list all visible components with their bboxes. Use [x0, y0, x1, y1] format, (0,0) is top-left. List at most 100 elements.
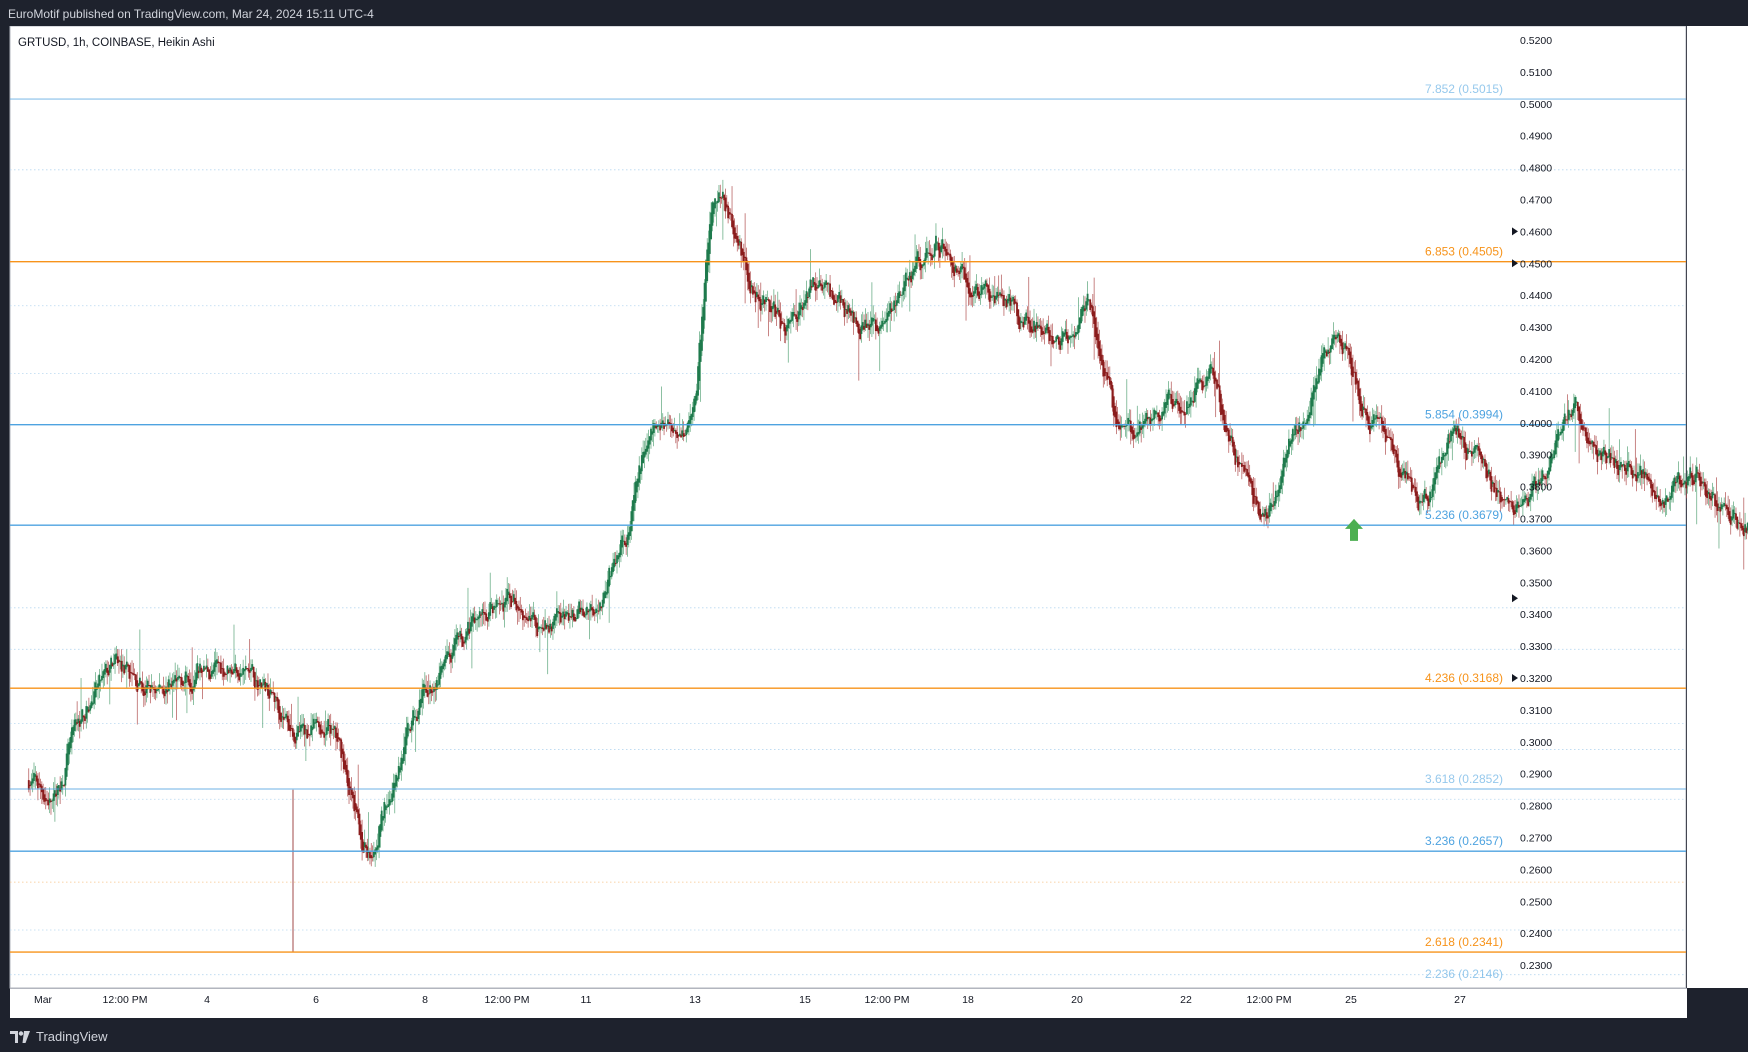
- candle-body: [1546, 471, 1549, 479]
- candle-body: [759, 299, 762, 311]
- candle-body: [426, 690, 429, 697]
- candle-body: [787, 319, 790, 329]
- candle-body: [355, 806, 358, 813]
- time-axis[interactable]: [10, 988, 1687, 1018]
- x-tick-label: 12:00 PM: [865, 994, 910, 1006]
- candle-body: [495, 599, 498, 608]
- tradingview-logo[interactable]: TradingView: [10, 1029, 108, 1044]
- candle-body: [238, 673, 241, 681]
- candle-body: [967, 282, 970, 294]
- candle-body: [267, 684, 269, 696]
- candle-body: [1510, 501, 1513, 503]
- candle-body: [736, 235, 739, 243]
- candle-body: [854, 317, 856, 319]
- candle-body: [246, 668, 248, 670]
- candle-body: [443, 659, 446, 667]
- candle-body: [1358, 388, 1361, 404]
- candle-body: [298, 731, 301, 733]
- candle-body: [1329, 345, 1332, 353]
- y-tick-label: 0.4200: [1520, 354, 1552, 366]
- candle-body: [1438, 456, 1441, 470]
- candle-body: [791, 312, 794, 321]
- candle-body: [758, 296, 761, 302]
- x-tick-label: 18: [962, 994, 974, 1006]
- candle-body: [1345, 345, 1348, 350]
- candle-body: [51, 800, 54, 802]
- y-tick-label: 0.3700: [1520, 514, 1552, 526]
- candle-body: [1427, 498, 1430, 507]
- candle-body: [269, 689, 272, 695]
- candle-body: [1720, 504, 1723, 510]
- candle-body: [820, 283, 822, 286]
- candle-body: [1026, 316, 1029, 318]
- candle-body: [1268, 505, 1271, 517]
- candle-body: [999, 292, 1001, 296]
- candle-body: [1276, 495, 1279, 498]
- plot-area[interactable]: [9, 26, 1687, 989]
- up-arrow-icon[interactable]: [1345, 518, 1363, 541]
- candle-body: [507, 591, 510, 596]
- candle-body: [1544, 476, 1547, 480]
- candle-body: [731, 213, 733, 228]
- candle-body: [1413, 486, 1416, 488]
- candle-body: [933, 244, 936, 257]
- candle-body: [1284, 458, 1286, 468]
- x-tick-label: 27: [1454, 994, 1466, 1006]
- candle-body: [183, 682, 186, 684]
- candle-body: [572, 613, 575, 621]
- candle-body: [1550, 453, 1553, 464]
- candle-body: [1354, 371, 1357, 385]
- candle-body: [1221, 404, 1224, 415]
- candle-body: [1464, 442, 1467, 453]
- candle-body: [1277, 489, 1280, 497]
- candle-body: [1644, 472, 1647, 476]
- candle-body: [618, 552, 621, 558]
- candle-body: [1668, 499, 1671, 501]
- candle-body: [103, 669, 106, 675]
- price-chart[interactable]: 7.852 (0.5015) 6.853 (0.4505) 5.854 (0.399…: [0, 26, 1748, 1023]
- candle-body: [1686, 476, 1689, 486]
- candle-body: [444, 654, 447, 663]
- candle-body: [1612, 457, 1614, 459]
- candle-body: [1229, 435, 1231, 441]
- candle-body: [1285, 453, 1288, 463]
- candle-body: [63, 785, 65, 787]
- candle-body: [1382, 420, 1384, 432]
- candle-body: [50, 800, 52, 802]
- x-tick-label: 12:00 PM: [1247, 994, 1292, 1006]
- candle-body: [745, 257, 748, 271]
- candle-body: [945, 248, 948, 256]
- candle-body: [455, 634, 458, 645]
- candle-body: [102, 671, 105, 679]
- candle-body: [537, 626, 540, 630]
- candle-body: [38, 783, 41, 785]
- candle-body: [627, 532, 630, 540]
- candle-body: [894, 305, 897, 307]
- candle-body: [515, 600, 518, 611]
- candle-body: [744, 256, 747, 259]
- candle-body: [61, 784, 64, 786]
- candle-body: [593, 612, 596, 614]
- candle-body: [357, 809, 360, 819]
- candle-body: [150, 685, 153, 690]
- candle-body: [630, 511, 633, 532]
- x-tick-label: 11: [581, 994, 592, 1006]
- candle-body: [474, 618, 477, 621]
- candle-body: [643, 451, 646, 458]
- candle-body: [1257, 502, 1260, 516]
- candle-body: [676, 432, 679, 438]
- candle-body: [1131, 426, 1133, 434]
- candle-body: [1222, 409, 1225, 421]
- candle-body: [144, 691, 147, 696]
- candle-body: [1290, 439, 1293, 444]
- candle-body: [1520, 504, 1523, 507]
- candle-body: [996, 291, 999, 298]
- candle-body: [1171, 398, 1174, 409]
- candle-body: [603, 592, 605, 604]
- candle-body: [1472, 451, 1475, 454]
- candle-body: [1533, 476, 1536, 486]
- candle-body: [901, 294, 903, 296]
- candle-body: [1052, 340, 1055, 344]
- candle-body: [1425, 493, 1428, 499]
- y-tick-label: 0.3100: [1520, 705, 1552, 717]
